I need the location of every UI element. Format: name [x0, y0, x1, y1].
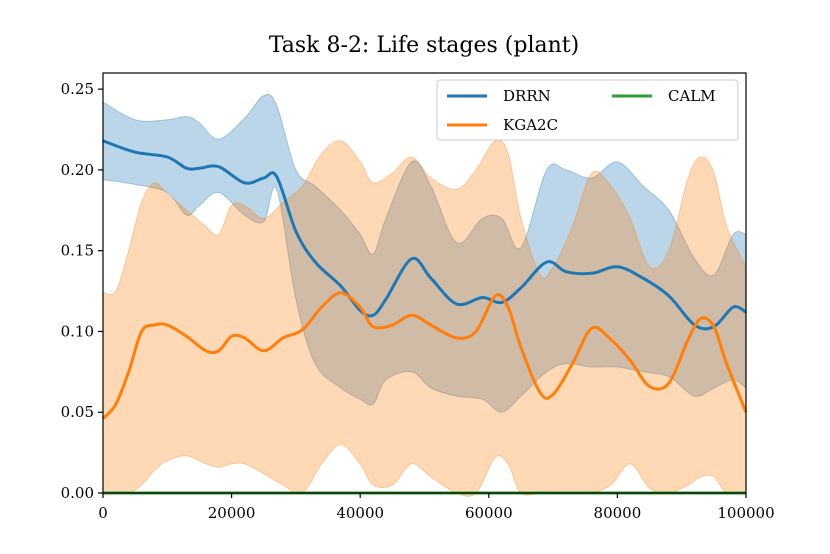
legend-label-drrn: DRRN	[503, 87, 551, 105]
x-tick-label: 0	[98, 504, 108, 522]
legend: DRRN KGA2C CALM	[436, 79, 739, 141]
x-tick-label: 20000	[208, 504, 256, 522]
y-tick-label: 0.00	[61, 484, 94, 502]
x-axis-ticks: 0 20000 40000 60000 80000 100000	[98, 493, 775, 522]
plot-frame	[102, 72, 747, 494]
legend-label-kga2c: KGA2C	[503, 116, 558, 134]
chart-title: Task 8-2: Life stages (plant)	[269, 33, 579, 58]
confidence-bands	[102, 93, 747, 497]
series-line-drrn	[102, 139, 747, 331]
y-tick-label: 0.20	[61, 161, 94, 179]
x-tick-label: 60000	[465, 504, 513, 522]
legend-label-calm: CALM	[668, 87, 716, 105]
y-tick-label: 0.15	[61, 242, 94, 260]
y-tick-label: 0.05	[61, 403, 94, 421]
series-line-kga2c	[101, 291, 748, 420]
y-tick-label: 0.25	[61, 80, 94, 98]
x-tick-label: 80000	[594, 504, 642, 522]
legend-box	[436, 79, 739, 141]
x-tick-label: 100000	[717, 504, 774, 522]
y-tick-label: 0.10	[61, 322, 94, 340]
x-tick-label: 40000	[336, 504, 384, 522]
y-axis-ticks: 0.00 0.05 0.10 0.15 0.20 0.25	[61, 80, 103, 502]
